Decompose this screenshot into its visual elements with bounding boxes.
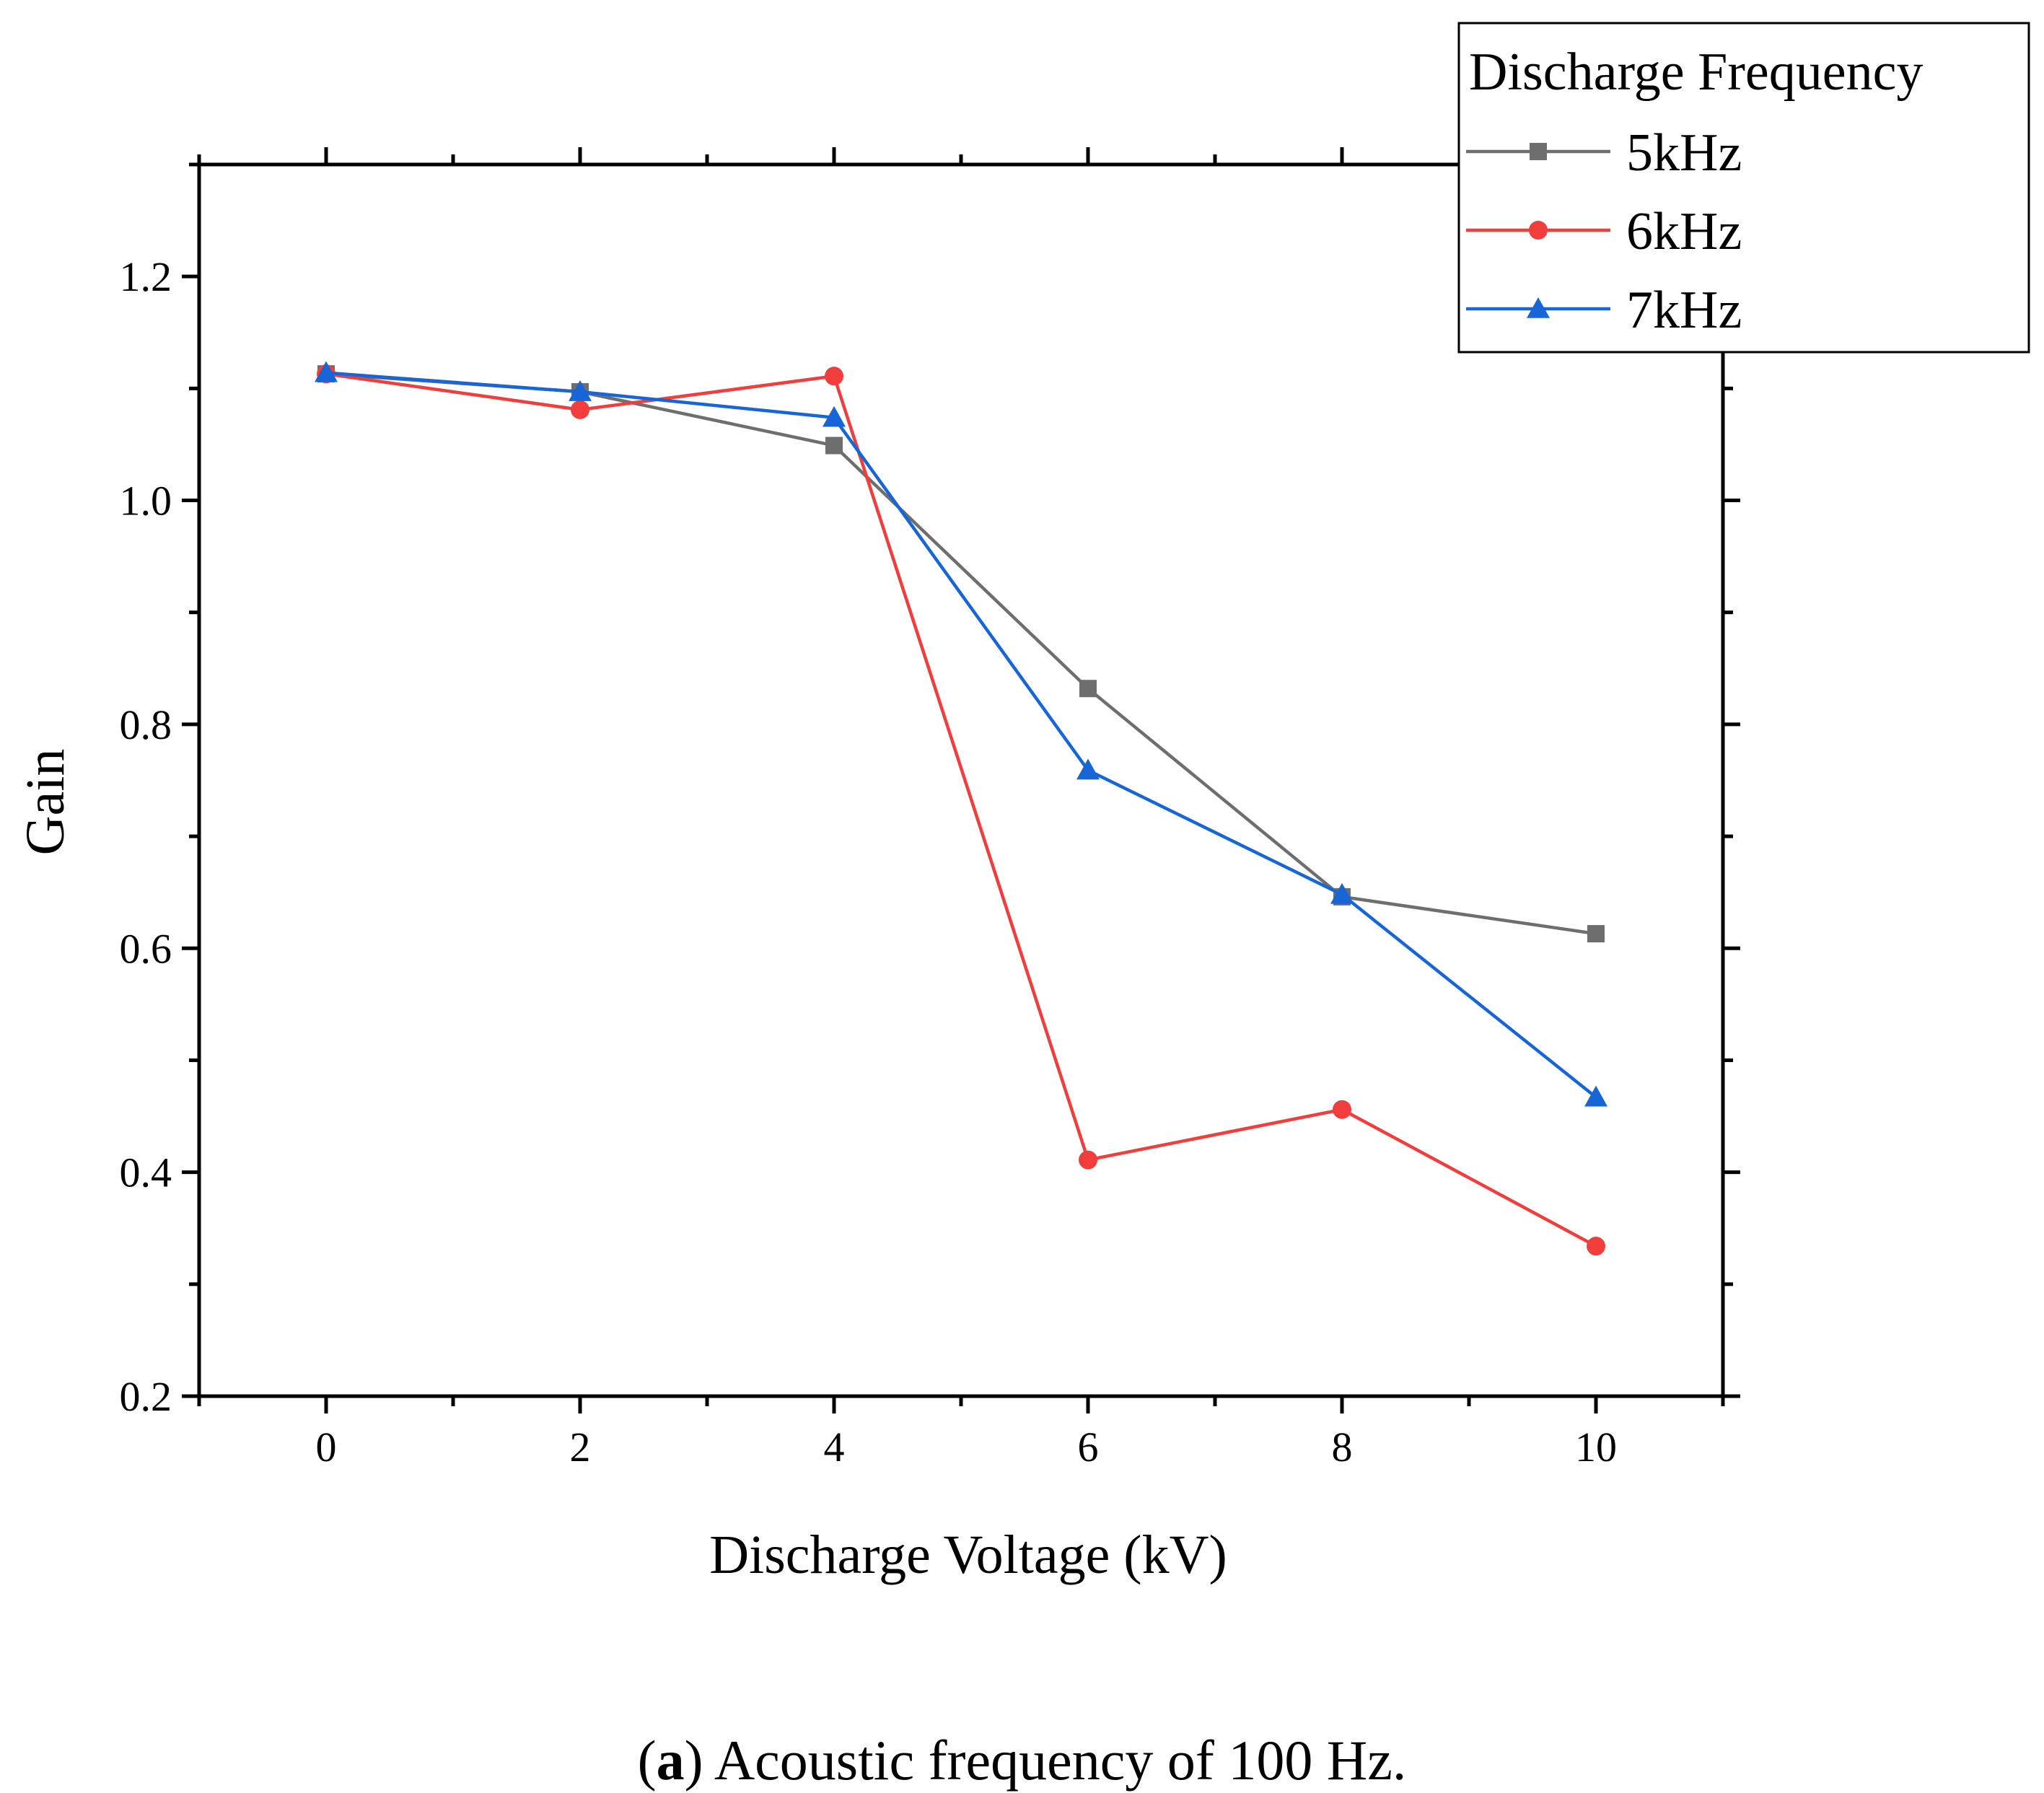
data-point-5khz	[825, 437, 843, 455]
data-point-6khz	[571, 400, 589, 419]
x-tick-label: 10	[1575, 1424, 1617, 1470]
data-point-5khz	[1587, 925, 1605, 943]
x-axis-title: Discharge Voltage (kV)	[709, 1525, 1227, 1585]
caption-text: Acoustic frequency of 100 Hz.	[703, 1729, 1407, 1792]
x-tick-label: 8	[1332, 1424, 1353, 1470]
data-point-6khz	[1333, 1100, 1351, 1119]
legend-label-5khz: 5kHz	[1626, 123, 1742, 183]
y-tick-label: 0.4	[120, 1149, 172, 1196]
legend-title: Discharge Frequency	[1469, 43, 1923, 102]
y-axis-title: Gain	[15, 749, 76, 856]
x-tick-label: 0	[316, 1424, 337, 1470]
series-line-7khz	[325, 371, 1597, 1099]
data-point-7khz	[1330, 882, 1354, 904]
caption-open-paren: (	[637, 1729, 657, 1792]
data-point-6khz	[825, 367, 843, 386]
x-tick-label: 6	[1078, 1424, 1099, 1470]
data-point-7khz	[823, 405, 846, 427]
legend-label-6khz: 6kHz	[1626, 202, 1742, 261]
x-tick-label: 2	[570, 1424, 591, 1470]
data-point-5khz	[1079, 680, 1097, 698]
y-tick-label: 0.8	[120, 701, 172, 748]
data-point-7khz	[315, 361, 338, 382]
legend-marker-5khz	[1530, 143, 1547, 160]
data-point-7khz	[569, 380, 592, 401]
axes: 0 2 4 6 8 10 0.2 0.4 0.6 0.8 1.0 1.2 Discharge Volta…	[15, 147, 1740, 1585]
legend-marker-7khz	[1527, 297, 1550, 318]
x-tick-label: 4	[824, 1424, 845, 1470]
series-line-5khz	[325, 372, 1597, 936]
data-point-7khz	[1076, 758, 1100, 780]
caption-close-paren: )	[684, 1729, 703, 1792]
data-series	[315, 361, 1607, 1256]
series-line-6khz	[325, 372, 1597, 1248]
data-point-6khz	[1079, 1150, 1097, 1170]
data-point-7khz	[1584, 1085, 1607, 1107]
figure-caption: (a) Acoustic frequency of 100 Hz.	[0, 1728, 2044, 1793]
legend: Discharge Frequency 5kHz 6kHz 7kHz	[1457, 22, 2030, 354]
legend-marker-6khz	[1529, 221, 1548, 240]
y-tick-label: 0.2	[120, 1373, 172, 1420]
data-point-6khz	[1587, 1237, 1605, 1256]
y-tick-label: 0.6	[120, 925, 172, 972]
y-tick-label: 1.2	[120, 253, 172, 300]
caption-label: a	[656, 1729, 685, 1792]
legend-label-7khz: 7kHz	[1626, 281, 1742, 340]
y-tick-label: 1.0	[120, 478, 172, 525]
legend-box	[1457, 22, 2030, 354]
